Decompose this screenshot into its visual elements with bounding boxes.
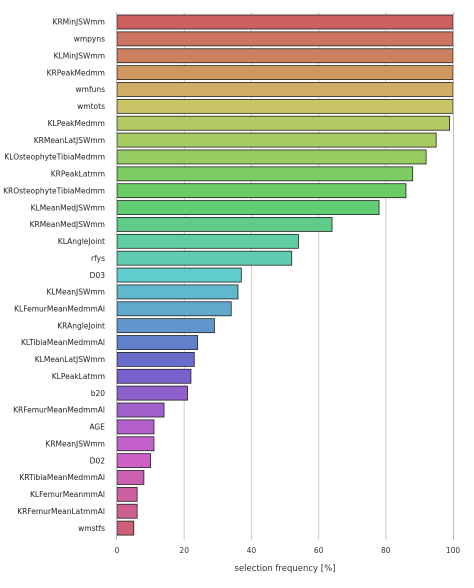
bar (116, 402, 165, 418)
bar (116, 132, 437, 148)
category-label: KLTibiaMeanMedmmAl (21, 338, 105, 347)
category-label: wmfuns (76, 85, 106, 94)
category-label: b20 (91, 389, 106, 398)
bar (116, 183, 407, 199)
bar (116, 115, 451, 131)
category-label: rfys (91, 254, 105, 263)
category-label: KRMeanJSWmm (45, 439, 105, 448)
category-label: KLMeanLatJSWmm (35, 355, 105, 364)
category-label: KLOsteophyteTibiaMedmm (4, 153, 105, 162)
bar (116, 368, 192, 384)
bar (116, 318, 215, 334)
bar (116, 233, 299, 249)
bar (116, 166, 414, 182)
bar (116, 453, 151, 469)
bar (116, 436, 155, 452)
bar (116, 82, 454, 97)
x-axis-title: selection frequency [%] (235, 564, 336, 574)
category-label: KLPeakMedmm (48, 119, 105, 128)
category-label: AGE (89, 423, 105, 432)
bars (116, 14, 454, 536)
category-label: KLMinJSWmm (54, 51, 105, 60)
category-label: KRAngleJoint (57, 321, 105, 330)
bar (116, 31, 454, 47)
bar (116, 503, 138, 519)
category-label: KLPeakLatmm (52, 372, 105, 381)
category-labels: KRMinJSWmm wmpyns KLMinJSWmm KRPeakMedmm wmf… (3, 18, 105, 533)
category-label: wmstfs (78, 524, 105, 533)
bar (116, 65, 454, 81)
category-label: KLMeanMedJSWmm (31, 203, 105, 212)
x-tick-label: 80 (381, 546, 391, 555)
category-label: KRMinJSWmm (53, 18, 105, 27)
bar (116, 217, 333, 232)
category-label: KLMeanJSWmm (46, 288, 105, 297)
category-label: wmpyns (74, 35, 105, 44)
x-tick-label: 20 (179, 546, 189, 555)
bar (116, 470, 145, 485)
bar (116, 335, 199, 350)
bar (116, 200, 380, 215)
category-label: KRTibiaMeanMedmmAl (19, 473, 105, 482)
bar (116, 284, 239, 300)
category-label: D03 (90, 271, 106, 280)
category-label: KRMeanMedJSWmm (30, 220, 105, 229)
category-label: KROsteophyteTibiaMedmm (3, 186, 105, 195)
category-label: KLFemurMeanMedmmAl (14, 304, 105, 313)
category-label: KRPeakLatmm (51, 170, 105, 179)
category-label: KRFemurMeanMedmmAl (13, 406, 105, 415)
x-tick-label: 0 (115, 546, 120, 555)
bar (116, 486, 138, 502)
bar (116, 520, 135, 536)
bar (116, 48, 454, 64)
bar (116, 14, 454, 30)
bar (116, 267, 242, 283)
category-label: wmtots (77, 102, 105, 111)
category-label: KLAngleJoint (58, 237, 105, 246)
bar (116, 98, 454, 114)
x-tick-label: 40 (247, 546, 257, 555)
category-label: KRFemurMeanLatmmAl (17, 507, 105, 516)
bar (116, 149, 427, 165)
category-label: D02 (90, 456, 106, 465)
bar (116, 301, 232, 317)
x-tick-label: 100 (446, 546, 461, 555)
bar (116, 419, 155, 435)
x-tick-labels: 0 20 40 60 80 100 (115, 546, 461, 555)
x-tick-label: 60 (314, 546, 324, 555)
bar (116, 250, 293, 266)
bar (116, 385, 188, 401)
category-label: KLFemurMeanmmAl (30, 490, 105, 499)
category-label: KRPeakMedmm (47, 68, 105, 77)
bar (116, 351, 195, 367)
category-label: KRMeanLatJSWmm (34, 136, 105, 145)
